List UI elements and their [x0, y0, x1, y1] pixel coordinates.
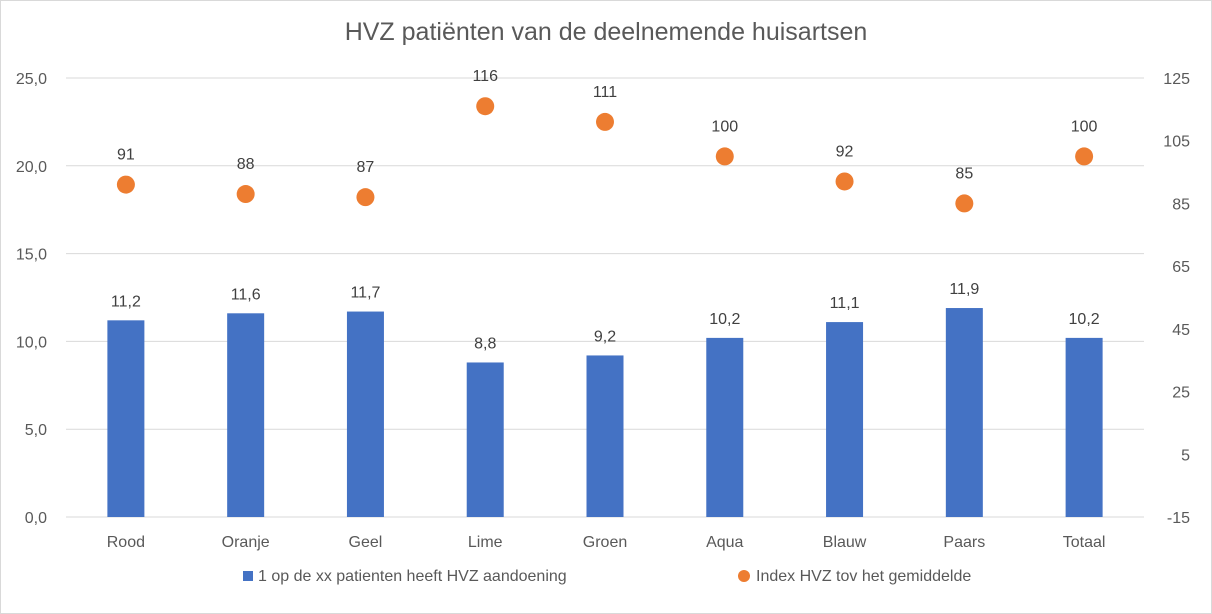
bar-data-label: 8,8 [474, 335, 496, 352]
x-tick-label: Aqua [706, 534, 743, 551]
bar [945, 308, 983, 517]
scatter-point [596, 112, 614, 131]
point-data-label: 116 [472, 68, 498, 85]
scatter-point [356, 188, 375, 207]
y-tick-label-left: 20,0 [16, 159, 47, 176]
bar-data-label: 11,2 [111, 293, 141, 310]
y-tick-label-right: 5 [1181, 447, 1190, 464]
point-data-label: 85 [955, 165, 973, 182]
x-tick-label: Paars [943, 534, 985, 551]
legend-swatch-points [738, 570, 750, 582]
y-tick-label-left: 10,0 [16, 334, 47, 351]
legend-label-bars: 1 op de xx patienten heeft HVZ aandoenin… [258, 568, 567, 585]
x-tick-label: Lime [468, 534, 503, 551]
bar-data-label: 11,6 [231, 286, 261, 303]
point-data-label: 88 [237, 156, 255, 173]
bar [1065, 337, 1103, 517]
scatter-point [116, 175, 135, 194]
y-tick-label-right: 25 [1172, 385, 1190, 402]
bar [466, 362, 504, 517]
y-tick-label-left: 0,0 [25, 510, 47, 527]
bar [706, 337, 744, 517]
scatter-point [1075, 147, 1094, 166]
bar [586, 355, 624, 517]
y-tick-label-right: 125 [1163, 71, 1190, 88]
scatter-point [476, 97, 495, 116]
bar-data-label: 11,7 [350, 285, 380, 302]
scatter-point [236, 185, 255, 204]
x-tick-label: Rood [107, 534, 145, 551]
y-tick-label-right: -15 [1167, 510, 1190, 527]
x-tick-label: Totaal [1063, 534, 1106, 551]
x-tick-label: Oranje [222, 534, 270, 551]
point-data-label: 100 [1071, 118, 1098, 135]
bar [346, 311, 384, 517]
scatter-point [715, 147, 734, 166]
x-tick-label: Geel [349, 534, 383, 551]
bar-data-label: 11,1 [830, 295, 860, 312]
bar [107, 320, 145, 517]
bar-data-label: 10,2 [1069, 311, 1100, 328]
point-data-label: 100 [711, 118, 738, 135]
x-tick-label: Blauw [823, 534, 867, 551]
bar-data-label: 10,2 [709, 311, 740, 328]
scatter-point [955, 194, 974, 213]
y-tick-label-right: 65 [1172, 259, 1190, 276]
bar-data-label: 11,9 [949, 281, 979, 298]
legend-swatch-bars [243, 571, 253, 581]
x-tick-label: Groen [583, 534, 627, 551]
point-data-label: 92 [836, 143, 854, 160]
point-data-label: 111 [593, 84, 617, 101]
bar [826, 322, 864, 517]
legend-label-points: Index HVZ tov het gemiddelde [756, 568, 971, 585]
y-tick-label-left: 25,0 [16, 71, 47, 88]
y-tick-label-left: 5,0 [25, 422, 47, 439]
point-data-label: 91 [117, 147, 135, 164]
point-data-label: 87 [357, 159, 375, 176]
y-tick-label-right: 85 [1172, 196, 1190, 213]
y-tick-label-right: 45 [1172, 322, 1190, 339]
bar-data-label: 9,2 [594, 328, 616, 345]
bar [227, 313, 265, 517]
scatter-point [835, 172, 854, 191]
y-tick-label-left: 15,0 [16, 247, 47, 264]
chart-title: HVZ patiënten van de deelnemende huisart… [344, 18, 868, 46]
y-tick-label-right: 105 [1163, 134, 1190, 151]
